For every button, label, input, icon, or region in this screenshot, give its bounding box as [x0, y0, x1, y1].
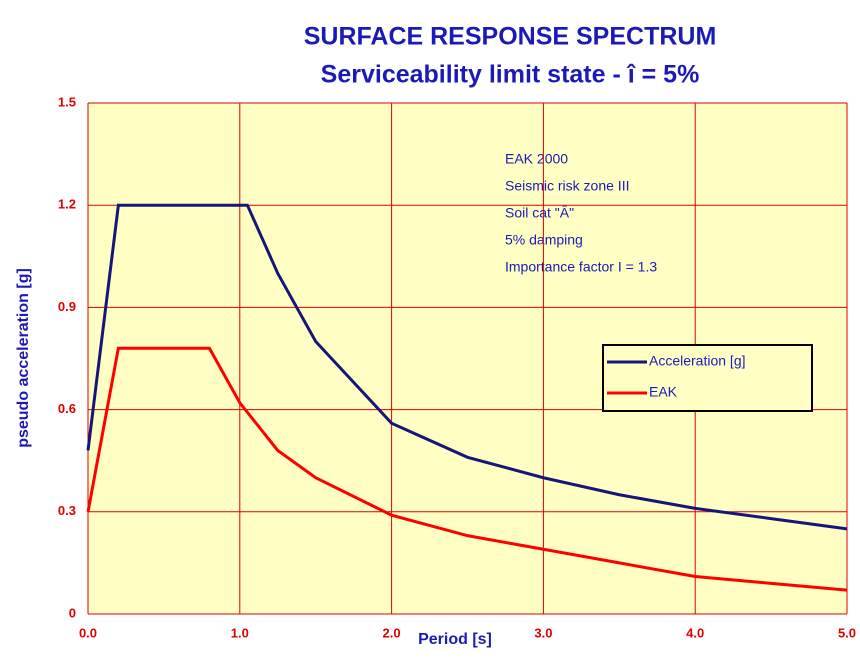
legend-box — [602, 344, 813, 412]
y-tick-label: 1.2 — [58, 197, 76, 212]
chart-title: SURFACE RESPONSE SPECTRUM — [304, 23, 717, 51]
legend: Acceleration [g] EAK — [602, 344, 813, 412]
x-tick-label: 4.0 — [686, 625, 704, 640]
series-line — [86, 346, 848, 592]
lines — [86, 203, 848, 592]
y-tick-label: 1.5 — [58, 94, 76, 109]
legend-label: EAK — [649, 384, 678, 400]
chart-subtitle: Serviceability limit state - î = 5% — [321, 61, 700, 89]
x-tick-label: 2.0 — [383, 625, 401, 640]
annotation: Importance factor I = 1.3 — [505, 259, 657, 275]
y-tick-label: 0.9 — [58, 299, 76, 314]
annotation: Soil cat "Â" — [505, 205, 574, 221]
x-tick-label: 0.0 — [79, 625, 97, 640]
annotation: Seismic risk zone III — [505, 178, 629, 194]
y-tick-label: 0 — [69, 605, 76, 620]
x-tick-label: 3.0 — [534, 625, 552, 640]
x-tick-label: 1.0 — [231, 625, 249, 640]
x-tick-label: 5.0 — [838, 625, 856, 640]
y-axis-label: pseudo acceleration [g] — [15, 268, 32, 448]
series-line — [86, 203, 848, 531]
annotation: EAK 2000 — [505, 151, 568, 167]
annotation: 5% damping — [505, 232, 583, 248]
x-axis-label: Period [s] — [418, 631, 492, 648]
y-tick-label: 0.3 — [58, 503, 76, 518]
legend-label: Acceleration [g] — [649, 353, 746, 369]
y-tick-label: 0.6 — [58, 401, 76, 416]
